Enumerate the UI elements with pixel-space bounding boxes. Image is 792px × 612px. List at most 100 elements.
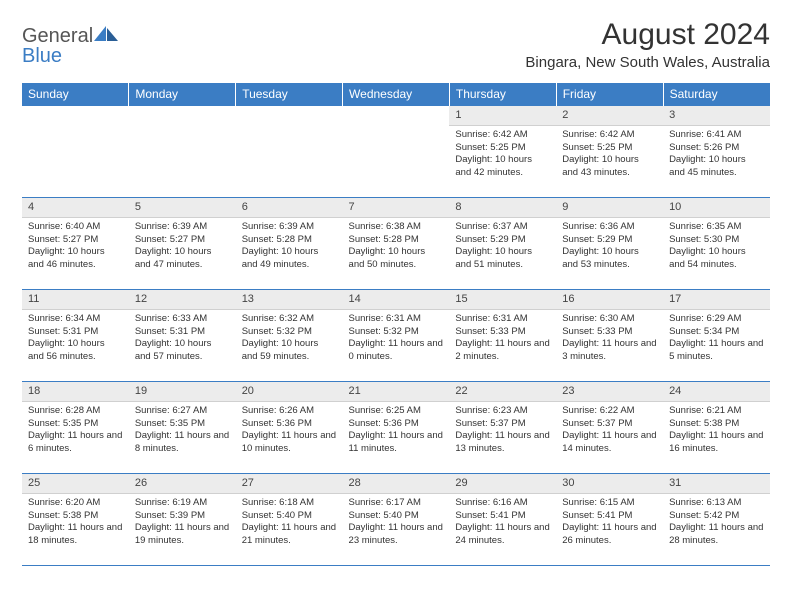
col-sunday: Sunday — [22, 83, 129, 106]
calendar-cell: 26Sunrise: 6:19 AMSunset: 5:39 PMDayligh… — [129, 474, 236, 566]
day-info: Sunrise: 6:42 AMSunset: 5:25 PMDaylight:… — [556, 126, 663, 183]
day-number: 7 — [343, 198, 450, 218]
day-number: 29 — [449, 474, 556, 494]
day-info: Sunrise: 6:28 AMSunset: 5:35 PMDaylight:… — [22, 402, 129, 459]
day-number: 4 — [22, 198, 129, 218]
day-info: Sunrise: 6:26 AMSunset: 5:36 PMDaylight:… — [236, 402, 343, 459]
calendar-cell — [129, 106, 236, 198]
day-number: 13 — [236, 290, 343, 310]
day-info: Sunrise: 6:20 AMSunset: 5:38 PMDaylight:… — [22, 494, 129, 551]
calendar-cell: 6Sunrise: 6:39 AMSunset: 5:28 PMDaylight… — [236, 198, 343, 290]
col-monday: Monday — [129, 83, 236, 106]
day-number: 15 — [449, 290, 556, 310]
day-info: Sunrise: 6:32 AMSunset: 5:32 PMDaylight:… — [236, 310, 343, 367]
calendar-cell: 27Sunrise: 6:18 AMSunset: 5:40 PMDayligh… — [236, 474, 343, 566]
calendar-cell: 13Sunrise: 6:32 AMSunset: 5:32 PMDayligh… — [236, 290, 343, 382]
day-number: 8 — [449, 198, 556, 218]
calendar-cell: 12Sunrise: 6:33 AMSunset: 5:31 PMDayligh… — [129, 290, 236, 382]
day-info: Sunrise: 6:35 AMSunset: 5:30 PMDaylight:… — [663, 218, 770, 275]
day-info: Sunrise: 6:27 AMSunset: 5:35 PMDaylight:… — [129, 402, 236, 459]
day-number: 23 — [556, 382, 663, 402]
day-number: 1 — [449, 106, 556, 126]
logo-text: General Blue — [22, 24, 119, 66]
calendar-row: 25Sunrise: 6:20 AMSunset: 5:38 PMDayligh… — [22, 474, 770, 566]
calendar-cell: 4Sunrise: 6:40 AMSunset: 5:27 PMDaylight… — [22, 198, 129, 290]
calendar-cell: 9Sunrise: 6:36 AMSunset: 5:29 PMDaylight… — [556, 198, 663, 290]
day-number: 17 — [663, 290, 770, 310]
day-info: Sunrise: 6:30 AMSunset: 5:33 PMDaylight:… — [556, 310, 663, 367]
calendar-cell: 16Sunrise: 6:30 AMSunset: 5:33 PMDayligh… — [556, 290, 663, 382]
calendar-cell — [236, 106, 343, 198]
calendar-cell: 24Sunrise: 6:21 AMSunset: 5:38 PMDayligh… — [663, 382, 770, 474]
day-info: Sunrise: 6:31 AMSunset: 5:33 PMDaylight:… — [449, 310, 556, 367]
calendar-cell: 25Sunrise: 6:20 AMSunset: 5:38 PMDayligh… — [22, 474, 129, 566]
calendar-cell — [343, 106, 450, 198]
calendar-cell: 21Sunrise: 6:25 AMSunset: 5:36 PMDayligh… — [343, 382, 450, 474]
col-saturday: Saturday — [663, 83, 770, 106]
calendar-cell — [22, 106, 129, 198]
day-info: Sunrise: 6:39 AMSunset: 5:28 PMDaylight:… — [236, 218, 343, 275]
day-number: 27 — [236, 474, 343, 494]
day-info: Sunrise: 6:13 AMSunset: 5:42 PMDaylight:… — [663, 494, 770, 551]
header: General Blue August 2024 Bingara, New So… — [22, 18, 770, 71]
day-number: 31 — [663, 474, 770, 494]
day-number: 3 — [663, 106, 770, 126]
calendar-cell: 28Sunrise: 6:17 AMSunset: 5:40 PMDayligh… — [343, 474, 450, 566]
day-number: 16 — [556, 290, 663, 310]
day-number: 24 — [663, 382, 770, 402]
day-info: Sunrise: 6:33 AMSunset: 5:31 PMDaylight:… — [129, 310, 236, 367]
calendar-cell: 8Sunrise: 6:37 AMSunset: 5:29 PMDaylight… — [449, 198, 556, 290]
calendar-row: 1Sunrise: 6:42 AMSunset: 5:25 PMDaylight… — [22, 106, 770, 198]
day-number: 30 — [556, 474, 663, 494]
day-number: 5 — [129, 198, 236, 218]
calendar-cell: 22Sunrise: 6:23 AMSunset: 5:37 PMDayligh… — [449, 382, 556, 474]
day-info: Sunrise: 6:16 AMSunset: 5:41 PMDaylight:… — [449, 494, 556, 551]
day-number: 21 — [343, 382, 450, 402]
header-row: Sunday Monday Tuesday Wednesday Thursday… — [22, 83, 770, 106]
day-number: 22 — [449, 382, 556, 402]
day-number: 19 — [129, 382, 236, 402]
calendar-cell: 10Sunrise: 6:35 AMSunset: 5:30 PMDayligh… — [663, 198, 770, 290]
calendar-row: 18Sunrise: 6:28 AMSunset: 5:35 PMDayligh… — [22, 382, 770, 474]
calendar-cell: 1Sunrise: 6:42 AMSunset: 5:25 PMDaylight… — [449, 106, 556, 198]
day-info: Sunrise: 6:40 AMSunset: 5:27 PMDaylight:… — [22, 218, 129, 275]
col-tuesday: Tuesday — [236, 83, 343, 106]
day-info: Sunrise: 6:37 AMSunset: 5:29 PMDaylight:… — [449, 218, 556, 275]
day-info: Sunrise: 6:21 AMSunset: 5:38 PMDaylight:… — [663, 402, 770, 459]
calendar-cell: 23Sunrise: 6:22 AMSunset: 5:37 PMDayligh… — [556, 382, 663, 474]
calendar-table: Sunday Monday Tuesday Wednesday Thursday… — [22, 83, 770, 566]
day-info: Sunrise: 6:17 AMSunset: 5:40 PMDaylight:… — [343, 494, 450, 551]
day-number: 11 — [22, 290, 129, 310]
day-number: 2 — [556, 106, 663, 126]
calendar-cell: 29Sunrise: 6:16 AMSunset: 5:41 PMDayligh… — [449, 474, 556, 566]
day-number: 9 — [556, 198, 663, 218]
calendar-row: 4Sunrise: 6:40 AMSunset: 5:27 PMDaylight… — [22, 198, 770, 290]
calendar-row: 11Sunrise: 6:34 AMSunset: 5:31 PMDayligh… — [22, 290, 770, 382]
day-number: 25 — [22, 474, 129, 494]
day-number: 14 — [343, 290, 450, 310]
col-thursday: Thursday — [449, 83, 556, 106]
day-info: Sunrise: 6:31 AMSunset: 5:32 PMDaylight:… — [343, 310, 450, 367]
day-info: Sunrise: 6:38 AMSunset: 5:28 PMDaylight:… — [343, 218, 450, 275]
calendar-cell: 2Sunrise: 6:42 AMSunset: 5:25 PMDaylight… — [556, 106, 663, 198]
day-number: 20 — [236, 382, 343, 402]
page-title: August 2024 — [525, 18, 770, 52]
title-block: August 2024 Bingara, New South Wales, Au… — [525, 18, 770, 71]
calendar-cell: 19Sunrise: 6:27 AMSunset: 5:35 PMDayligh… — [129, 382, 236, 474]
calendar-cell: 18Sunrise: 6:28 AMSunset: 5:35 PMDayligh… — [22, 382, 129, 474]
logo-text-2: Blue — [22, 45, 62, 67]
day-number: 10 — [663, 198, 770, 218]
day-info: Sunrise: 6:22 AMSunset: 5:37 PMDaylight:… — [556, 402, 663, 459]
day-info: Sunrise: 6:34 AMSunset: 5:31 PMDaylight:… — [22, 310, 129, 367]
day-info: Sunrise: 6:39 AMSunset: 5:27 PMDaylight:… — [129, 218, 236, 275]
day-number: 6 — [236, 198, 343, 218]
calendar-cell: 14Sunrise: 6:31 AMSunset: 5:32 PMDayligh… — [343, 290, 450, 382]
day-info: Sunrise: 6:42 AMSunset: 5:25 PMDaylight:… — [449, 126, 556, 183]
day-info: Sunrise: 6:18 AMSunset: 5:40 PMDaylight:… — [236, 494, 343, 551]
day-info: Sunrise: 6:23 AMSunset: 5:37 PMDaylight:… — [449, 402, 556, 459]
day-number: 12 — [129, 290, 236, 310]
calendar-cell: 30Sunrise: 6:15 AMSunset: 5:41 PMDayligh… — [556, 474, 663, 566]
calendar-cell: 15Sunrise: 6:31 AMSunset: 5:33 PMDayligh… — [449, 290, 556, 382]
day-number: 28 — [343, 474, 450, 494]
logo: General Blue — [22, 18, 119, 66]
